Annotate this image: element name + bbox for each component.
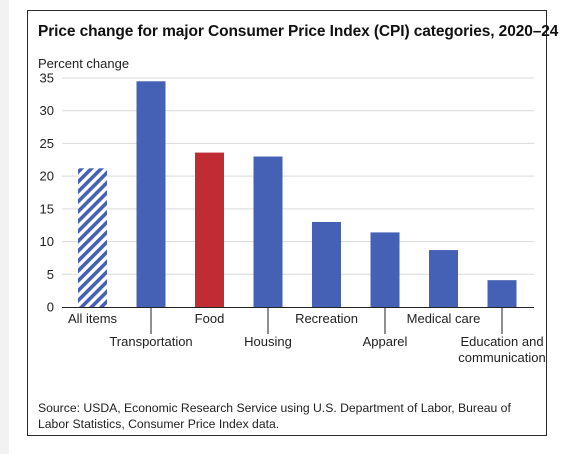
y-tick-label: 0 — [47, 300, 54, 315]
bar-recreation — [312, 221, 341, 307]
chart-frame: Price change for major Consumer Price In… — [27, 10, 559, 436]
bar-education-and-communication — [487, 280, 517, 307]
x-tick-label: Housing — [244, 334, 292, 349]
y-tick-label: 35 — [40, 71, 54, 86]
chart-title: Price change for major Consumer Price In… — [38, 23, 559, 40]
bar-food — [195, 152, 224, 307]
x-tick-label: Recreation — [295, 311, 358, 326]
x-tick-label: Transportation — [109, 334, 192, 349]
source-note: Source: USDA, Economic Research Service … — [38, 401, 511, 431]
y-tick-label: 5 — [47, 267, 54, 282]
left-margin-strip — [0, 0, 9, 454]
x-tick-label: Education and — [460, 334, 543, 349]
bar-medical-care — [429, 250, 458, 307]
y-tick-label: 30 — [40, 103, 54, 118]
x-tick-label: Food — [195, 311, 225, 326]
y-tick-label: 10 — [40, 234, 54, 249]
x-tick-label: All items — [68, 311, 118, 326]
x-tick-label: Medical care — [407, 311, 481, 326]
x-tick-label: Apparel — [363, 334, 408, 349]
bar-transportation — [136, 81, 166, 308]
y-tick-label: 20 — [40, 169, 54, 184]
y-tick-label: 15 — [40, 201, 54, 216]
x-tick-label: communication — [458, 350, 545, 365]
y-tick-label: 25 — [40, 136, 54, 151]
bar-all-items — [78, 168, 107, 307]
bar-apparel — [370, 232, 400, 307]
y-axis-label: Percent change — [38, 56, 129, 71]
bar-housing — [253, 156, 283, 307]
